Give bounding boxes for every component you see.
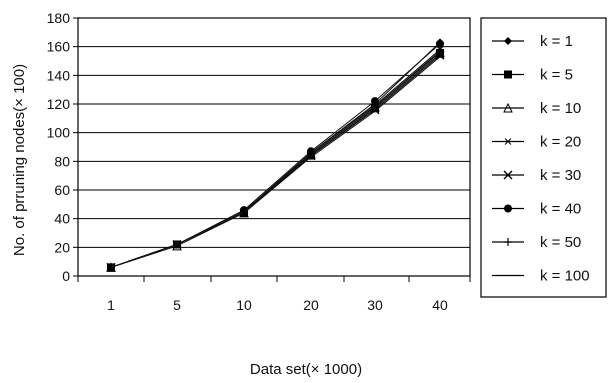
- y-tick-label: 40: [54, 211, 70, 227]
- data-point: [240, 207, 248, 216]
- data-point: [436, 46, 444, 55]
- legend-marker: [504, 138, 512, 145]
- x-tick-label: 20: [303, 297, 319, 313]
- x-tick-label: 10: [236, 297, 252, 313]
- legend-marker: [503, 170, 513, 180]
- plot-area: 0 20 40 60 80 100 120 140 160 180 1 5 10 20 30 40: [47, 10, 471, 313]
- legend-box: [480, 17, 607, 298]
- y-tick-label: 180: [47, 10, 71, 26]
- legend-label: k = 40: [540, 201, 581, 218]
- legend-item: k = 1: [492, 33, 573, 50]
- marker-stroke: [504, 138, 512, 145]
- series-7: [110, 56, 441, 268]
- legend-label: k = 20: [540, 134, 581, 151]
- y-tick-label: 20: [54, 239, 70, 255]
- legend-label: k = 50: [540, 234, 581, 251]
- y-tick-label: 140: [47, 67, 71, 83]
- legend-marker: [503, 102, 513, 113]
- x-tick-label: 5: [173, 297, 181, 313]
- y-axis-label: No. of prruning nodes(× 100): [11, 64, 28, 256]
- y-tick-label: 60: [54, 182, 70, 198]
- legend-item: k = 50: [492, 234, 581, 251]
- legend-marker: [504, 204, 512, 213]
- y-tick-label: 0: [62, 268, 70, 284]
- legend-marker: [504, 238, 512, 246]
- legend-item: k = 10: [492, 100, 581, 117]
- legend-label: k = 30: [540, 167, 581, 184]
- y-tick-label: 80: [54, 153, 70, 169]
- y-tick-label: 160: [47, 39, 71, 55]
- legend-item: k = 5: [492, 67, 573, 84]
- data-point: [436, 39, 444, 48]
- x-axis-label: Data set(× 1000): [250, 361, 362, 378]
- legend-marker: [504, 70, 512, 79]
- legend-label: k = 10: [540, 100, 581, 117]
- data-point: [371, 102, 379, 111]
- legend-item: k = 100: [492, 268, 590, 285]
- data-point: [371, 97, 379, 106]
- legend-label: k = 1: [540, 33, 573, 50]
- series-line: [110, 56, 441, 268]
- legend-item: k = 20: [492, 134, 581, 151]
- x-tick-label: 30: [367, 297, 383, 313]
- legend-item: k = 40: [492, 201, 581, 218]
- data-point: [435, 50, 445, 60]
- marker-stroke: [435, 50, 445, 60]
- legend: k = 1 k = 5 k = 10 k = 20 k = 30 k = 40 k = 50…: [480, 17, 607, 298]
- legend-item: k = 30: [492, 167, 581, 184]
- legend-label: k = 100: [540, 268, 590, 285]
- plot-frame: [77, 17, 471, 277]
- legend-label: k = 5: [540, 67, 573, 84]
- y-tick-label: 120: [47, 96, 71, 112]
- x-tick-label: 1: [107, 297, 115, 313]
- marker-stroke: [503, 170, 513, 180]
- y-tick-label: 100: [47, 125, 71, 141]
- x-tick-label: 40: [432, 297, 448, 313]
- legend-marker: [504, 37, 512, 45]
